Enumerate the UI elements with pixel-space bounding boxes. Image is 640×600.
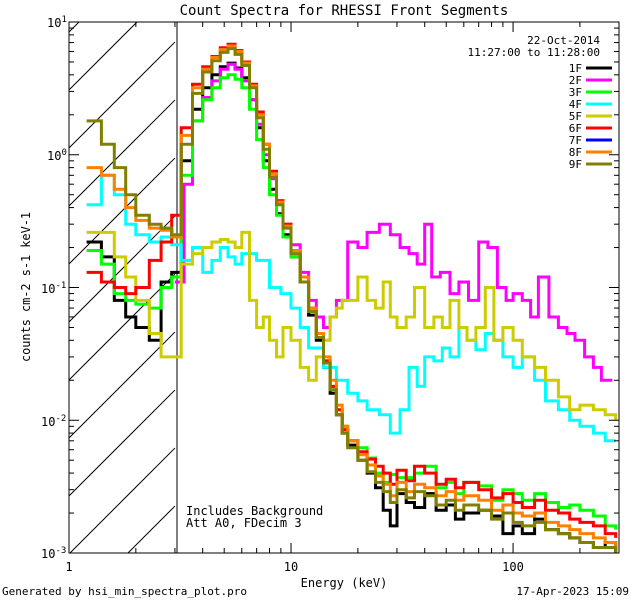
hatch-line (69, 41, 176, 149)
series-1F (86, 61, 618, 553)
series-9F (86, 47, 618, 553)
series-8F (86, 44, 618, 548)
legend-label-5F: 5F (569, 110, 582, 123)
generated-by-footer: Generated by hsi_min_spectra_plot.pro (2, 585, 247, 598)
y-tick-label-1e-2: 10-2 (41, 414, 66, 429)
hatch-line (69, 215, 176, 323)
x-tick-label-1: 1 (65, 560, 72, 574)
hatch-line (69, 331, 176, 439)
annotation-background: Includes Background (186, 504, 323, 518)
date-label: 22-Oct-2014 (527, 34, 600, 47)
hatch-line (69, 157, 176, 265)
hatch-line (69, 99, 176, 207)
shaded-region (69, 22, 176, 553)
series-6F (86, 42, 618, 538)
series-4F (86, 173, 616, 443)
legend-label-7F: 7F (569, 134, 582, 147)
legend-label-9F: 9F (569, 158, 582, 171)
y-tick-label-1e-3: 10-3 (41, 546, 66, 561)
legend-label-4F: 4F (569, 98, 582, 111)
x-tick-label-10: 10 (284, 560, 298, 574)
series-5F (86, 230, 618, 421)
x-axis-label: Energy (keV) (301, 576, 388, 590)
hatch-line (69, 22, 80, 33)
hatch-line (69, 22, 138, 91)
x-tick-label-100: 100 (502, 560, 524, 574)
axis-ticks (68, 21, 620, 554)
y-tick-label-1e-1: 10-1 (41, 281, 66, 296)
hatch-line (127, 505, 176, 553)
hatch-line (69, 273, 176, 381)
y-tick-label-1e1: 101 (47, 15, 67, 30)
chart-title: Count Spectra for RHESSI Front Segments (180, 3, 509, 19)
legend-label-6F: 6F (569, 122, 582, 135)
series-2F (174, 62, 613, 382)
series-3F (86, 73, 618, 530)
legend-label-3F: 3F (569, 86, 582, 99)
annotation-attenuator: Att A0, FDecim 3 (186, 516, 302, 530)
hatch-line (69, 447, 176, 553)
plot-frame (68, 21, 620, 554)
legend-label-2F: 2F (569, 74, 582, 87)
legend-label-1F: 1F (569, 62, 582, 75)
y-tick-label-1e0: 100 (47, 148, 67, 163)
hatch-line (69, 389, 176, 497)
series-layer (86, 42, 618, 553)
time-range-label: 11:27:00 to 11:28:00 (468, 46, 600, 59)
y-axis-label: counts cm-2 s-1 keV-1 (19, 212, 33, 362)
timestamp-footer: 17-Apr-2023 15:09 (516, 585, 629, 598)
legend-label-8F: 8F (569, 146, 582, 159)
